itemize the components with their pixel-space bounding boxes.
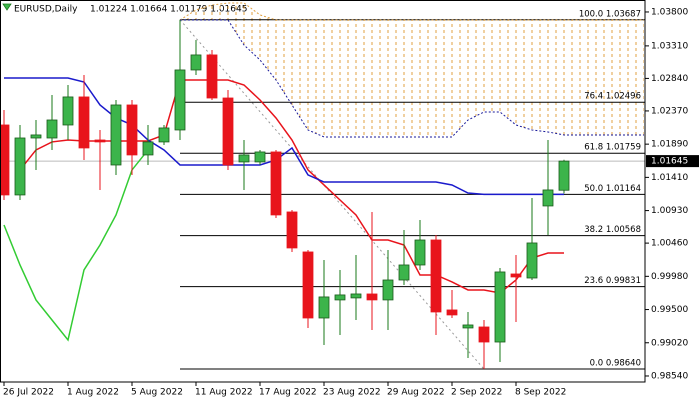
x-tick-label: 17 Aug 2022 bbox=[259, 388, 317, 398]
candle-body bbox=[158, 127, 170, 143]
x-tick-label: 2 Sep 2022 bbox=[451, 388, 502, 398]
candle-body bbox=[174, 69, 186, 131]
x-tick-label: 1 Aug 2022 bbox=[67, 388, 119, 398]
x-tick-label: 26 Jul 2022 bbox=[3, 388, 54, 398]
y-tick-label: 0.99980 bbox=[651, 272, 688, 282]
candle-body bbox=[542, 189, 554, 207]
candle-body bbox=[446, 309, 458, 316]
candle-body bbox=[494, 271, 506, 343]
fib-level-label: 38.2 1.00568 bbox=[584, 225, 641, 235]
candle-body bbox=[270, 151, 282, 216]
x-tick-label: 23 Aug 2022 bbox=[323, 388, 381, 398]
candle-body bbox=[430, 239, 442, 313]
candle-body bbox=[558, 160, 570, 191]
candle-body bbox=[142, 141, 154, 156]
x-tick-label: 5 Aug 2022 bbox=[131, 388, 183, 398]
indicator-line bbox=[179, 2, 644, 21]
y-tick-label: 1.03310 bbox=[651, 41, 688, 51]
price-marker bbox=[646, 155, 699, 168]
candle-body bbox=[254, 151, 266, 163]
candle-body bbox=[46, 119, 58, 139]
fib-level-label: 0.0 0.98640 bbox=[590, 359, 641, 369]
candle-body bbox=[478, 326, 490, 343]
fib-level-label: 50.0 1.01164 bbox=[584, 184, 641, 194]
fib-level-label: 76.4 1.02496 bbox=[584, 92, 641, 102]
candle-body bbox=[366, 293, 378, 301]
candle-body bbox=[62, 96, 74, 126]
fib-level-label: 100.0 1.03687 bbox=[579, 9, 641, 19]
y-tick-label: 1.03800 bbox=[651, 7, 688, 17]
candle-body bbox=[238, 154, 250, 163]
candle-body bbox=[302, 251, 314, 319]
candle-body bbox=[126, 104, 138, 156]
x-tick-label: 29 Aug 2022 bbox=[387, 388, 445, 398]
candle-body bbox=[398, 264, 410, 281]
candle-body bbox=[110, 104, 122, 166]
candle-body bbox=[414, 239, 426, 266]
candle-body bbox=[334, 294, 346, 301]
x-tick-label: 8 Sep 2022 bbox=[515, 388, 566, 398]
candle-body bbox=[462, 324, 474, 329]
plot-frame bbox=[0, 0, 646, 383]
fib-level-label: 61.8 1.01759 bbox=[584, 143, 641, 153]
y-tick-label: 1.00930 bbox=[651, 206, 688, 216]
symbol-icon bbox=[2, 3, 12, 11]
candle-body bbox=[350, 293, 362, 299]
candle-body bbox=[30, 134, 42, 139]
candle-body bbox=[14, 137, 26, 196]
y-tick-label: 1.02840 bbox=[651, 74, 688, 84]
y-tick-label: 1.01410 bbox=[651, 173, 688, 183]
x-tick-label: 11 Aug 2022 bbox=[195, 388, 253, 398]
candle-body bbox=[78, 96, 90, 149]
cloud-fill bbox=[180, 2, 644, 137]
indicator-line bbox=[4, 77, 564, 196]
fib-level-label: 23.6 0.99831 bbox=[584, 276, 641, 286]
y-tick-label: 0.99020 bbox=[651, 338, 688, 348]
candle-body bbox=[222, 97, 234, 166]
y-tick-label: 1.01890 bbox=[651, 140, 688, 150]
ohlc-header: 1.01224 1.01664 1.01179 1.01645 bbox=[90, 5, 247, 15]
y-tick-label: 0.98540 bbox=[651, 371, 688, 381]
candle-body bbox=[206, 54, 218, 99]
y-tick-label: 0.99500 bbox=[651, 305, 688, 315]
candle-body bbox=[286, 211, 298, 249]
price-marker-label: 1.01645 bbox=[651, 157, 688, 167]
y-tick-label: 1.02370 bbox=[651, 106, 688, 116]
candle-body bbox=[526, 242, 538, 279]
candle-body bbox=[318, 296, 330, 319]
candle-body bbox=[94, 139, 106, 143]
chart-title: EURUSD,Daily bbox=[14, 5, 78, 15]
candle-body bbox=[382, 279, 394, 301]
candle-body bbox=[510, 273, 522, 278]
indicator-line bbox=[3, 149, 149, 342]
y-tick-label: 1.00460 bbox=[651, 239, 688, 249]
candle-body bbox=[190, 54, 202, 71]
candle-body bbox=[0, 124, 10, 196]
